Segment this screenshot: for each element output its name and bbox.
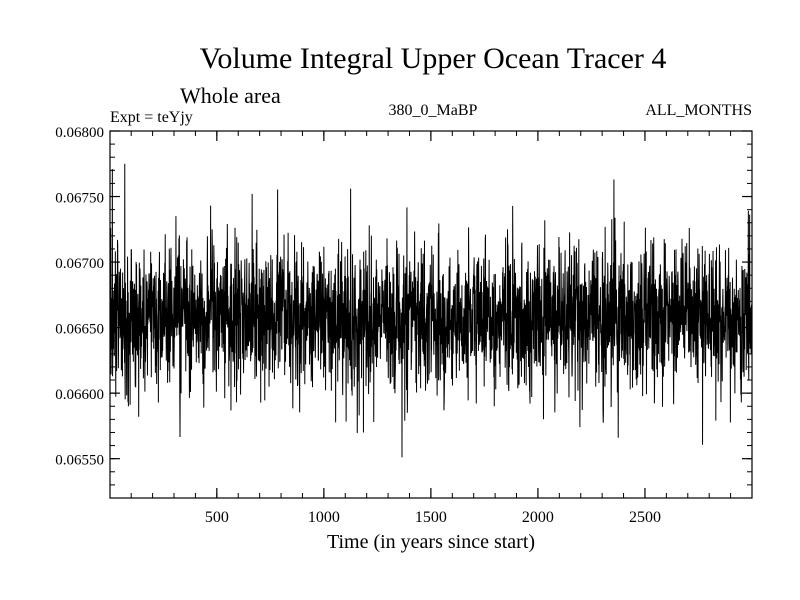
series-line xyxy=(109,163,753,458)
y-tick-label: 0.06600 xyxy=(55,387,104,403)
y-tick-label: 0.06550 xyxy=(55,453,104,469)
run-label: 380_0_MaBP xyxy=(389,102,478,119)
y-tick-label: 0.06700 xyxy=(55,256,104,272)
chart-title: Volume Integral Upper Ocean Tracer 4 xyxy=(200,42,667,75)
y-tick-label: 0.06650 xyxy=(55,322,104,338)
expt-label: Expt = teYjy xyxy=(110,109,193,126)
x-tick-label: 500 xyxy=(205,509,229,526)
y-tick-label: 0.06800 xyxy=(55,125,104,141)
y-tick-label: 0.06750 xyxy=(55,191,104,207)
x-tick-label: 1000 xyxy=(308,509,340,526)
axis-ticks: 500 1000 1500 2000 2500 0.06550 0.06600 0.06650… xyxy=(55,125,752,526)
chart-subtitle: Whole area xyxy=(180,83,281,108)
x-tick-label: 1500 xyxy=(415,509,447,526)
months-label: ALL_MONTHS xyxy=(645,102,752,119)
plot-frame xyxy=(109,130,753,499)
x-tick-label: 2000 xyxy=(522,509,554,526)
x-tick-label: 2500 xyxy=(629,509,661,526)
x-axis-label: Time (in years since start) xyxy=(327,531,535,553)
